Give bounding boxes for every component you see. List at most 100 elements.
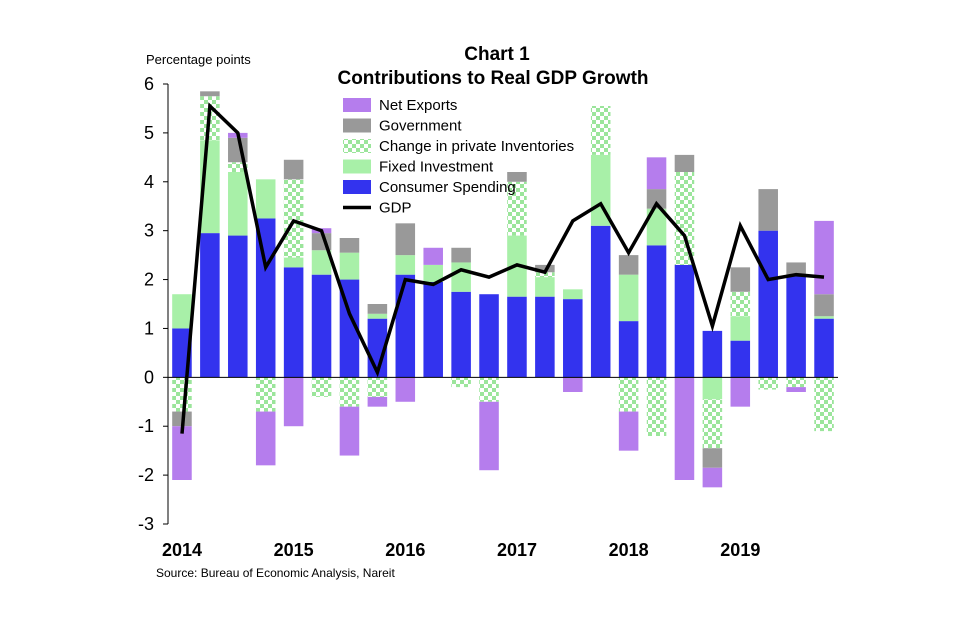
- bar-fixed-investment: [283, 257, 304, 268]
- bar-government: [451, 247, 471, 263]
- bar-inventories: [758, 377, 778, 390]
- bar-fixed-investment: [451, 262, 471, 292]
- bar-net-exports: [283, 377, 304, 427]
- bar-fixed-investment: [646, 208, 667, 246]
- legend-label: Government: [379, 118, 462, 135]
- bar-inventories: [618, 377, 639, 412]
- bar-consumer-spending: [702, 330, 723, 378]
- x-tick-label: 2014: [162, 540, 202, 560]
- gdp-line: [180, 102, 825, 434]
- legend-label: GDP: [379, 200, 412, 217]
- bar-government: [283, 159, 304, 180]
- bar-net-exports: [674, 377, 695, 480]
- bar-fixed-investment: [311, 250, 332, 275]
- bar-consumer-spending: [311, 274, 332, 378]
- bar-consumer-spending: [674, 264, 695, 378]
- bar-inventories: [730, 291, 751, 317]
- bar-inventories: [786, 377, 806, 388]
- y-tick-label: 0: [144, 367, 154, 387]
- legend-swatch-fixed-investment: [343, 159, 371, 174]
- bar-consumer-spending: [535, 296, 555, 378]
- bar-government: [200, 91, 220, 97]
- bar-government: [367, 304, 388, 314]
- bar-government: [758, 189, 778, 231]
- bar-fixed-investment: [339, 252, 360, 280]
- bar-government: [702, 448, 723, 468]
- bar-net-exports: [730, 377, 751, 407]
- bar-government: [507, 172, 527, 182]
- bar-fixed-investment: [618, 274, 639, 322]
- bar-consumer-spending: [479, 294, 499, 378]
- bar-government: [535, 264, 555, 273]
- bar-net-exports: [702, 467, 723, 488]
- y-tick-label: 4: [144, 172, 154, 192]
- legend-label: Consumer Spending: [379, 179, 516, 196]
- bar-net-exports: [339, 406, 360, 456]
- gdp-line-group: [180, 102, 825, 434]
- bar-fixed-investment: [395, 255, 416, 275]
- bar-net-exports: [814, 220, 834, 295]
- legend-swatch-net-exports: [343, 98, 371, 112]
- y-axis-unit-label: Percentage points: [146, 52, 251, 67]
- bar-consumer-spending: [507, 296, 527, 378]
- y-tick-label: 2: [144, 270, 154, 290]
- bar-fixed-investment: [730, 316, 751, 341]
- bar-inventories: [535, 272, 555, 278]
- bar-consumer-spending: [590, 225, 611, 378]
- chart-subtitle: Contributions to Real GDP Growth: [337, 68, 648, 89]
- bar-inventories: [172, 377, 192, 412]
- bar-inventories: [339, 377, 360, 407]
- bar-inventories: [311, 377, 332, 397]
- x-tick-label: 2015: [274, 540, 314, 560]
- bar-inventories: [814, 377, 834, 432]
- bar-government: [674, 154, 695, 172]
- y-tick-label: 6: [144, 74, 154, 94]
- bar-government: [786, 262, 806, 275]
- bar-inventories: [479, 377, 499, 402]
- bar-government: [646, 189, 667, 209]
- legend-swatch-consumer-spending: [343, 180, 371, 194]
- bar-government: [395, 223, 416, 256]
- bar-inventories: [228, 162, 248, 172]
- x-tick-label: 2019: [720, 540, 760, 560]
- x-axis-year-labels: 2014 2015 2016 2017 2018 2019: [162, 540, 760, 560]
- bar-inventories: [590, 106, 611, 155]
- bar-consumer-spending: [423, 282, 443, 378]
- bar-consumer-spending: [228, 235, 248, 378]
- bar-inventories: [451, 377, 471, 388]
- x-tick-label: 2017: [497, 540, 537, 560]
- legend: Net Exports Government Change in private I…: [343, 97, 574, 217]
- x-tick-label: 2016: [385, 540, 425, 560]
- bar-consumer-spending: [200, 233, 220, 378]
- bar-inventories: [283, 179, 304, 258]
- bar-consumer-spending: [451, 291, 471, 378]
- chart-title: Chart 1: [464, 44, 530, 65]
- legend-label: Change in private Inventories: [379, 138, 574, 155]
- bar-net-exports: [479, 401, 499, 471]
- bar-consumer-spending: [814, 318, 834, 378]
- y-tick-label: 3: [144, 221, 154, 241]
- bar-fixed-investment: [228, 172, 248, 236]
- bar-consumer-spending: [758, 230, 778, 378]
- bar-inventories: [507, 181, 527, 236]
- bar-net-exports: [563, 377, 583, 392]
- y-tick-label: 1: [144, 318, 154, 338]
- bar-government: [814, 294, 834, 317]
- legend-label: Fixed Investment: [379, 159, 494, 176]
- legend-swatch-government: [343, 118, 371, 133]
- bar-net-exports: [618, 411, 639, 451]
- bar-consumer-spending: [730, 340, 751, 378]
- bar-government: [339, 238, 360, 253]
- x-tick-label: 2018: [609, 540, 649, 560]
- bar-government: [618, 255, 639, 275]
- bar-government: [730, 267, 751, 292]
- bar-fixed-investment: [423, 264, 443, 282]
- bar-fixed-investment: [255, 179, 276, 219]
- bar-consumer-spending: [646, 245, 667, 378]
- bar-net-exports: [172, 426, 192, 480]
- bar-net-exports: [786, 387, 806, 392]
- bar-net-exports: [255, 411, 276, 466]
- bar-fixed-investment: [814, 316, 834, 319]
- bar-consumer-spending: [618, 321, 639, 378]
